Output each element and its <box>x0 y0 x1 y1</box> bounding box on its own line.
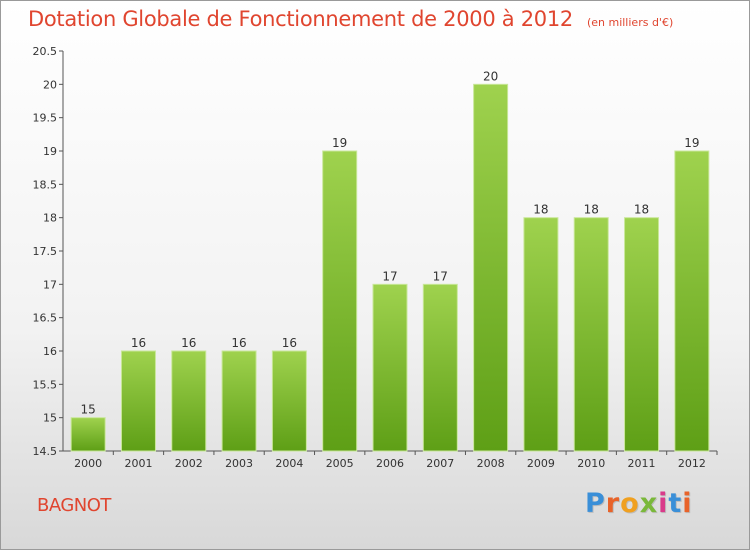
bar <box>372 283 408 452</box>
bar <box>322 150 358 452</box>
chart-title: Dotation Globale de Fonctionnement de 20… <box>28 7 673 31</box>
x-tick-label: 2009 <box>527 457 555 470</box>
x-tick-label: 2003 <box>225 457 253 470</box>
x-tick-label: 2012 <box>678 457 706 470</box>
x-tick-label: 2002 <box>175 457 203 470</box>
chart-bars: 15 16 16 16 16 19 17 17 20 18 18 18 19 <box>70 69 710 452</box>
title-text: Dotation Globale de Fonctionnement de 20… <box>28 7 573 31</box>
y-tick-label: 16 <box>43 345 57 358</box>
bar <box>674 150 710 452</box>
x-tick-label: 2005 <box>326 457 354 470</box>
bar <box>120 350 156 452</box>
y-tick-label: 19 <box>43 145 57 158</box>
x-tick-label: 2008 <box>477 457 505 470</box>
bar-value-label: 18 <box>533 203 548 217</box>
bar-value-label: 17 <box>382 269 397 283</box>
bar <box>523 217 559 452</box>
y-tick-label: 18.5 <box>33 178 58 191</box>
bar-value-label: 16 <box>131 336 146 350</box>
y-tick-label: 15.5 <box>33 378 58 391</box>
bar <box>624 217 660 452</box>
bar-value-label: 18 <box>584 203 599 217</box>
x-tick-label: 2007 <box>426 457 454 470</box>
bar <box>271 350 307 452</box>
y-tick-label: 14.5 <box>33 445 58 458</box>
bar-value-label: 19 <box>332 136 347 150</box>
x-tick-label: 2000 <box>74 457 102 470</box>
y-tick-label: 20 <box>43 78 57 91</box>
logo-letter: P <box>585 488 606 519</box>
bar <box>473 83 509 452</box>
y-tick-label: 16.5 <box>33 312 58 325</box>
logo-letter: t <box>668 488 683 519</box>
logo-letter: r <box>605 488 621 519</box>
y-tick-label: 20.5 <box>33 45 58 58</box>
bar-value-label: 18 <box>634 203 649 217</box>
bar-value-label: 19 <box>684 136 699 150</box>
unit-label: (en milliers d'€) <box>586 16 674 29</box>
x-tick-label: 2011 <box>628 457 656 470</box>
bar <box>70 417 106 452</box>
x-tick-label: 2001 <box>124 457 152 470</box>
commune-name: BAGNOT <box>37 495 111 516</box>
bar-value-label: 16 <box>282 336 297 350</box>
bar <box>171 350 207 452</box>
logo-letter: i <box>682 488 693 519</box>
bar-value-label: 15 <box>81 403 96 417</box>
bar-value-label: 20 <box>483 69 498 83</box>
y-tick-label: 15 <box>43 412 57 425</box>
logo-letter: i <box>658 488 669 519</box>
logo-letter: x <box>639 488 659 519</box>
y-tick-label: 17 <box>43 278 57 291</box>
x-tick-label: 2004 <box>275 457 303 470</box>
x-tick-label: 2010 <box>577 457 605 470</box>
bar-value-label: 16 <box>231 336 246 350</box>
bar-value-label: 17 <box>433 269 448 283</box>
y-tick-label: 17.5 <box>33 245 58 258</box>
x-tick-label: 2006 <box>376 457 404 470</box>
y-tick-label: 18 <box>43 212 57 225</box>
bar <box>221 350 257 452</box>
chart-axes: 14.5 15 15.5 16 16.5 17 17.5 18 18.5 19 19.5 20 20.5… <box>33 45 718 470</box>
y-tick-label: 19.5 <box>33 112 58 125</box>
proxiti-logo: Proxiti <box>585 488 693 519</box>
bar <box>422 283 458 452</box>
bar <box>573 217 609 452</box>
bar-value-label: 16 <box>181 336 196 350</box>
logo-letter: o <box>620 488 640 519</box>
